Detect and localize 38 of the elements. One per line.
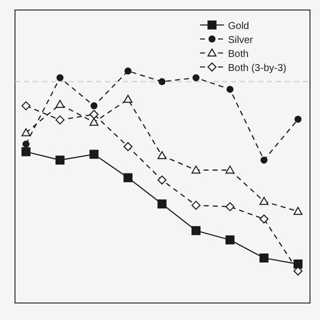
- point: [90, 150, 98, 159]
- point: [124, 68, 132, 74]
- point: [192, 74, 200, 82]
- point: [226, 235, 234, 244]
- point: [124, 142, 132, 152]
- point: [260, 196, 268, 205]
- point: [90, 102, 98, 110]
- point: [90, 110, 98, 119]
- legend-label: Gold: [228, 21, 250, 32]
- point: [124, 173, 132, 182]
- point: [294, 116, 302, 123]
- point: [56, 156, 64, 165]
- point: [56, 115, 64, 124]
- point: [22, 140, 30, 148]
- point: [260, 214, 268, 224]
- point: [158, 176, 166, 185]
- point: [192, 166, 200, 174]
- point: [294, 206, 302, 215]
- point: [226, 166, 234, 174]
- point: [124, 94, 132, 103]
- point: [158, 78, 166, 86]
- point: [226, 202, 234, 212]
- point: [56, 74, 64, 82]
- legend-label: Silver: [228, 35, 254, 46]
- point: [158, 199, 166, 208]
- point: [192, 200, 200, 210]
- legend-label: Both: [228, 49, 249, 60]
- point: [158, 151, 166, 160]
- point: [260, 253, 268, 262]
- point: [260, 156, 268, 164]
- point: [226, 86, 234, 93]
- point: [56, 100, 64, 108]
- legend-label: Both (3-by-3): [228, 63, 286, 74]
- point: [22, 101, 30, 110]
- point: [90, 118, 98, 126]
- point: [192, 226, 200, 236]
- point: [22, 147, 30, 156]
- point: [22, 128, 30, 136]
